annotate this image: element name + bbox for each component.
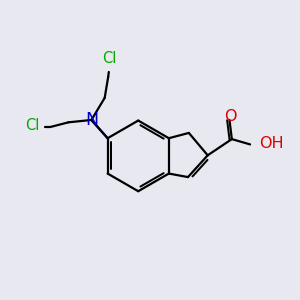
Text: Cl: Cl	[102, 51, 117, 66]
Text: O: O	[224, 109, 237, 124]
Text: OH: OH	[260, 136, 284, 151]
Text: Cl: Cl	[25, 118, 39, 134]
Text: N: N	[85, 111, 98, 129]
